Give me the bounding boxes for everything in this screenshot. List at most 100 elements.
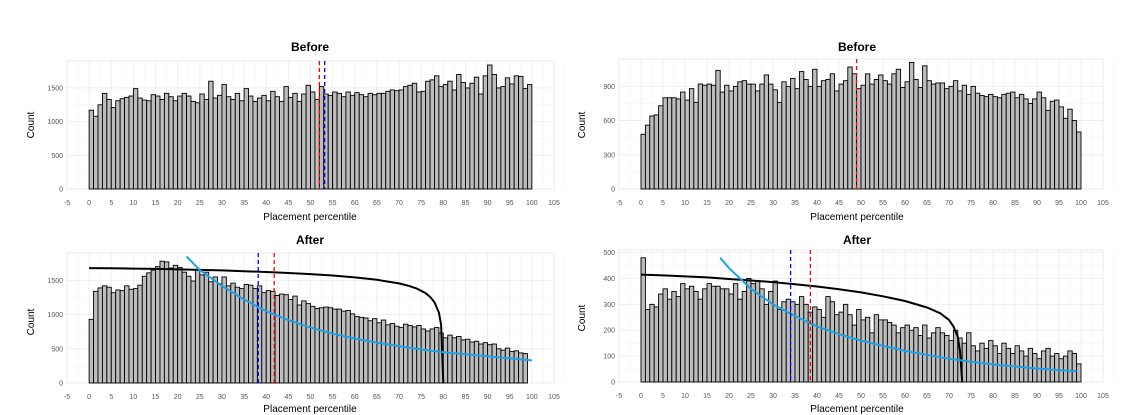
x-tick-label: -5 <box>64 394 70 401</box>
bar <box>261 94 267 190</box>
chart-before-right: Before Count Placement percentile -5 0 5 10… <box>577 40 1115 223</box>
bar <box>137 284 143 384</box>
x-tick-label: 40 <box>813 200 821 207</box>
bar <box>88 109 95 190</box>
x-tick-label: 55 <box>879 200 887 207</box>
bar <box>469 341 475 384</box>
bar <box>296 304 303 384</box>
bar <box>680 91 686 190</box>
x-tick-label: 105 <box>548 200 560 207</box>
bar <box>992 96 998 190</box>
x-tick-label: 45 <box>835 393 843 400</box>
bar <box>416 91 422 190</box>
y-axis-label: Count <box>26 111 37 138</box>
bar <box>688 285 695 383</box>
bar <box>697 83 704 190</box>
bar <box>478 93 484 190</box>
bar <box>513 350 520 384</box>
x-tick-label: 40 <box>262 200 270 207</box>
x-tick-label: 95 <box>506 200 514 207</box>
bar <box>644 309 651 383</box>
bar <box>482 75 489 190</box>
x-tick-label: 25 <box>747 393 755 400</box>
bar <box>653 306 660 383</box>
bar <box>425 330 431 384</box>
x-tick-label: 95 <box>1055 393 1063 400</box>
bar <box>1023 355 1029 383</box>
bar <box>500 86 506 190</box>
bar <box>341 310 347 384</box>
bar <box>252 100 258 190</box>
bar <box>380 319 387 384</box>
bar <box>983 347 990 383</box>
x-tick-label: 5 <box>109 200 113 207</box>
bar <box>693 101 699 190</box>
bar <box>128 288 134 384</box>
x-tick-label: 0 <box>87 394 91 401</box>
bar <box>759 83 765 190</box>
bar <box>842 80 849 190</box>
x-tick-label: 45 <box>284 200 292 207</box>
bar <box>261 292 267 384</box>
bar <box>1071 120 1078 190</box>
bar <box>314 98 320 190</box>
bar <box>434 327 440 384</box>
x-tick-label: 75 <box>417 394 425 401</box>
bar <box>895 332 902 383</box>
bar <box>349 94 356 190</box>
bars <box>640 61 1082 190</box>
x-tick-label: 35 <box>791 200 799 207</box>
bar <box>265 290 272 384</box>
bar <box>886 322 893 383</box>
bar <box>495 87 502 190</box>
y-tick-label: 500 <box>51 346 63 353</box>
bar <box>376 92 382 190</box>
x-tick-label: 95 <box>506 394 514 401</box>
y-tick-label: 500 <box>603 250 615 257</box>
bar <box>684 288 690 383</box>
x-tick-label: 65 <box>923 393 931 400</box>
bar <box>181 92 187 190</box>
bar <box>891 73 897 190</box>
x-tick-label: 25 <box>196 394 204 401</box>
x-tick-label: 5 <box>109 394 113 401</box>
bar <box>671 97 677 190</box>
x-tick-label: 100 <box>1075 200 1087 207</box>
bar <box>1010 91 1016 190</box>
bar <box>363 96 369 190</box>
x-tick-labels: -5 0 5 10 15 20 25 30 35 40 45 50 55 60 65 70 75 80 85 90 95… <box>64 394 560 401</box>
bar <box>456 74 462 190</box>
bar <box>666 97 673 190</box>
bar <box>706 283 712 383</box>
bar <box>518 352 524 384</box>
bar <box>279 100 285 190</box>
bar <box>97 287 103 384</box>
bar <box>856 309 862 383</box>
bar <box>101 92 108 190</box>
bar <box>473 340 480 384</box>
x-tick-label: 30 <box>218 394 226 401</box>
x-tick-label: 85 <box>462 200 470 207</box>
bar <box>194 102 201 190</box>
bar <box>1062 355 1069 383</box>
bar <box>974 350 981 383</box>
bar <box>146 100 152 190</box>
bar <box>225 96 232 190</box>
bar <box>935 82 941 190</box>
bar <box>996 97 1003 190</box>
chart-title: Before <box>838 40 876 54</box>
bar <box>301 300 307 384</box>
bar <box>790 77 796 190</box>
bar <box>465 87 471 190</box>
bar <box>820 80 827 190</box>
bar <box>829 73 836 190</box>
bar <box>509 83 515 190</box>
bar <box>715 69 721 190</box>
bar <box>372 94 378 190</box>
x-tick-label: 10 <box>681 200 689 207</box>
bar <box>1076 131 1082 190</box>
bar <box>526 84 533 190</box>
bar <box>816 309 822 383</box>
bar <box>948 85 954 190</box>
